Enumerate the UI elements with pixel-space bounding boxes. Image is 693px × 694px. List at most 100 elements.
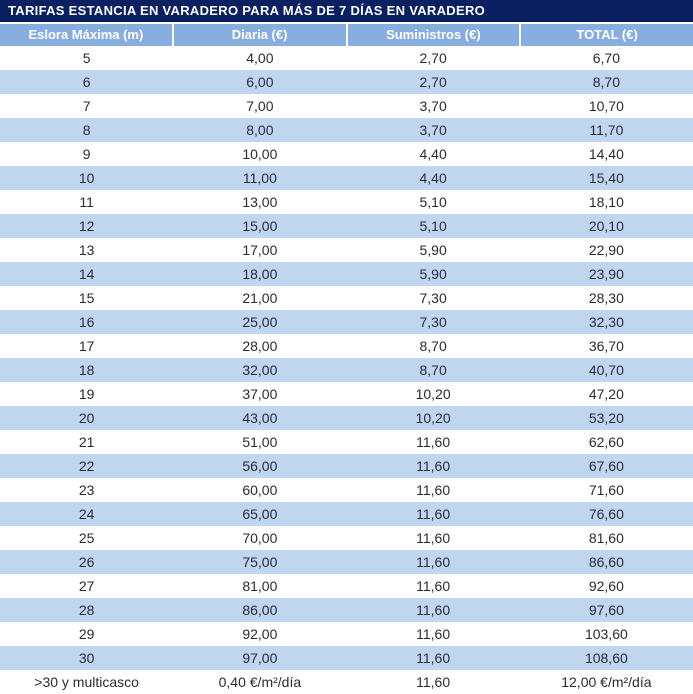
cell-diaria: 21,00 — [242, 290, 278, 306]
table-row: 9 10,00 4,40 14,40 — [0, 142, 693, 166]
cell-diaria: 51,00 — [242, 434, 278, 450]
cell-suministros: 11,60 — [416, 530, 451, 546]
cell-diaria: 37,00 — [242, 386, 278, 402]
cell-eslora: 29 — [78, 626, 95, 642]
cell-suministros: 11,60 — [416, 578, 451, 594]
cell-eslora: 21 — [78, 434, 95, 450]
cell-suministros: 11,60 — [416, 482, 451, 498]
cell-eslora: 17 — [78, 338, 95, 354]
cell-total: 40,70 — [588, 362, 624, 378]
table-body: 5 4,00 2,70 6,70 6 6,00 2,70 8,70 7 7,00 3,70 10,70… — [0, 46, 693, 694]
cell-diaria: 7,00 — [246, 98, 274, 114]
cell-diaria: 8,00 — [246, 122, 274, 138]
cell-eslora: 28 — [78, 602, 95, 618]
cell-diaria: 70,00 — [242, 530, 278, 546]
cell-diaria: 10,00 — [242, 146, 278, 162]
cell-total: 71,60 — [588, 482, 624, 498]
cell-diaria: 32,00 — [242, 362, 278, 378]
cell-eslora: 8 — [82, 122, 91, 138]
cell-total: 14,40 — [588, 146, 624, 162]
cell-diaria: 28,00 — [242, 338, 278, 354]
table-row: 18 32,00 8,70 40,70 — [0, 358, 693, 382]
cell-suministros: 7,30 — [419, 290, 447, 306]
cell-total: 97,60 — [588, 602, 624, 618]
cell-eslora: 14 — [78, 266, 95, 282]
cell-total: 108,60 — [584, 650, 628, 666]
cell-diaria: 17,00 — [242, 242, 278, 258]
cell-eslora: 16 — [78, 314, 95, 330]
cell-total: 86,60 — [588, 554, 624, 570]
cell-total: 20,10 — [588, 218, 624, 234]
table-row: 28 86,00 11,60 97,60 — [0, 598, 693, 622]
cell-eslora: 10 — [78, 170, 95, 186]
cell-total: 92,60 — [588, 578, 624, 594]
cell-eslora: 11 — [79, 194, 94, 210]
cell-suministros: 11,60 — [416, 602, 451, 618]
cell-suministros: 5,10 — [419, 194, 447, 210]
cell-suministros: 2,70 — [419, 50, 447, 66]
cell-suministros: 5,90 — [419, 266, 447, 282]
cell-total: 53,20 — [588, 410, 624, 426]
cell-suministros: 4,40 — [419, 170, 447, 186]
cell-total: 10,70 — [588, 98, 624, 114]
cell-total: 36,70 — [588, 338, 624, 354]
cell-suministros: 11,60 — [416, 458, 451, 474]
cell-eslora: 30 — [78, 650, 95, 666]
cell-diaria: 56,00 — [242, 458, 278, 474]
cell-eslora: 23 — [78, 482, 95, 498]
cell-suministros: 3,70 — [419, 122, 447, 138]
table-row: 13 17,00 5,90 22,90 — [0, 238, 693, 262]
cell-eslora: 25 — [78, 530, 95, 546]
cell-diaria: 43,00 — [242, 410, 278, 426]
cell-total: 28,30 — [588, 290, 624, 306]
cell-suministros: 8,70 — [419, 338, 447, 354]
cell-eslora: 19 — [78, 386, 95, 402]
cell-total: 47,20 — [588, 386, 624, 402]
cell-suministros: 5,90 — [419, 242, 447, 258]
table-row: 16 25,00 7,30 32,30 — [0, 310, 693, 334]
table-row: 10 11,00 4,40 15,40 — [0, 166, 693, 190]
cell-total: 6,70 — [592, 50, 620, 66]
cell-total: 11,70 — [589, 122, 624, 138]
cell-eslora: 26 — [78, 554, 95, 570]
table-row: 20 43,00 10,20 53,20 — [0, 406, 693, 430]
cell-diaria: 18,00 — [242, 266, 278, 282]
cell-diaria: 6,00 — [246, 74, 274, 90]
cell-eslora: 6 — [82, 74, 91, 90]
cell-suministros: 7,30 — [419, 314, 447, 330]
cell-diaria: 81,00 — [242, 578, 278, 594]
table-header-row: Eslora Máxima (m) Diaria (€) Suministros… — [0, 24, 693, 46]
cell-suministros: 11,60 — [416, 506, 451, 522]
cell-diaria: 86,00 — [242, 602, 278, 618]
cell-diaria: 75,00 — [242, 554, 278, 570]
cell-eslora: 24 — [78, 506, 95, 522]
cell-suministros: 11,60 — [416, 650, 451, 666]
cell-diaria: 65,00 — [242, 506, 278, 522]
table-row: 23 60,00 11,60 71,60 — [0, 478, 693, 502]
table-row: 15 21,00 7,30 28,30 — [0, 286, 693, 310]
cell-diaria: 11,00 — [242, 170, 277, 186]
cell-total: 23,90 — [588, 266, 624, 282]
column-header-suministros: Suministros (€) — [347, 24, 520, 46]
cell-suministros: 8,70 — [419, 362, 447, 378]
cell-suministros: 11,60 — [416, 674, 451, 690]
cell-eslora: >30 y multicasco — [34, 674, 139, 690]
cell-eslora: 15 — [78, 290, 95, 306]
cell-suministros: 10,20 — [415, 410, 451, 426]
cell-suministros: 11,60 — [416, 554, 451, 570]
cell-eslora: 12 — [78, 218, 95, 234]
cell-diaria: 25,00 — [242, 314, 278, 330]
cell-diaria: 4,00 — [246, 50, 274, 66]
title-divider — [0, 22, 693, 24]
cell-diaria: 0,40 €/m²/día — [218, 674, 302, 690]
table-row: 30 97,00 11,60 108,60 — [0, 646, 693, 670]
cell-total: 12,00 €/m²/día — [561, 674, 652, 690]
table-row: 7 7,00 3,70 10,70 — [0, 94, 693, 118]
cell-total: 62,60 — [588, 434, 624, 450]
table-row: 19 37,00 10,20 47,20 — [0, 382, 693, 406]
cell-suministros: 11,60 — [416, 434, 451, 450]
table-title: TARIFAS ESTANCIA EN VARADERO PARA MÁS DE… — [0, 0, 693, 22]
table-row: 6 6,00 2,70 8,70 — [0, 70, 693, 94]
cell-eslora: 18 — [78, 362, 95, 378]
